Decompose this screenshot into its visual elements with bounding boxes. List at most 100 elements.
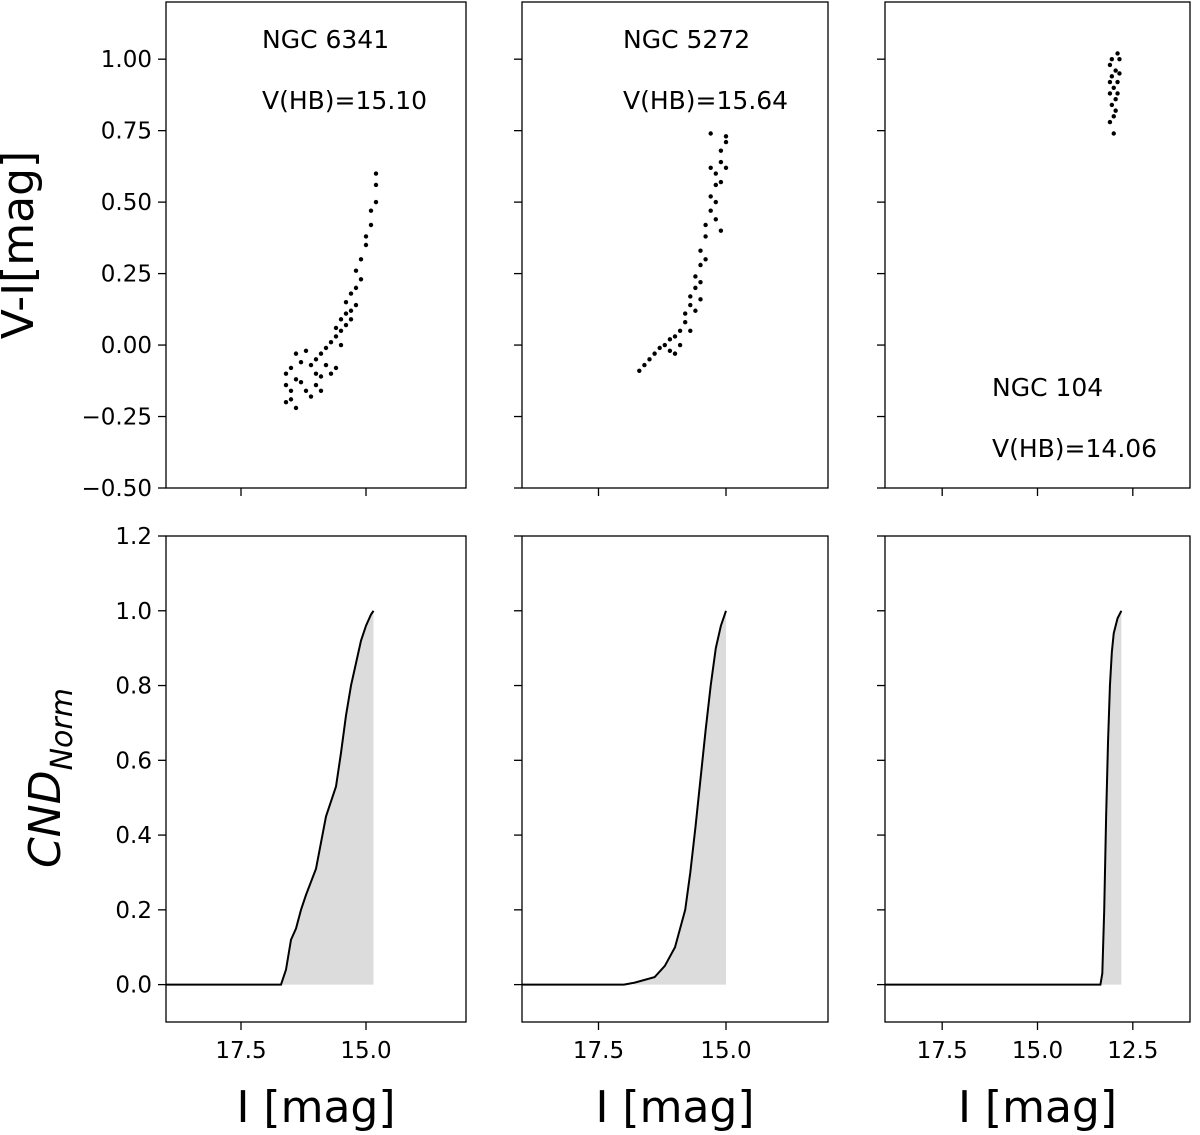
data-point: [1109, 74, 1115, 79]
y-tick-label: −0.25: [82, 405, 152, 431]
data-point: [1107, 91, 1113, 96]
data-point: [343, 299, 349, 305]
y-tick-label: 1.0: [115, 599, 152, 625]
hb-magnitude: V(HB)=15.10: [262, 86, 427, 115]
cnd-ylabel: CNDNorm: [20, 688, 80, 868]
data-point: [723, 165, 729, 171]
data-point: [323, 362, 329, 368]
panel-top-right: NGC 104 V(HB)=14.06: [877, 1, 1191, 496]
x-tick-label: 12.5: [1107, 1038, 1158, 1064]
data-point: [703, 222, 708, 228]
data-point: [642, 362, 647, 368]
data-point: [683, 311, 688, 316]
data-point: [353, 302, 359, 308]
panel-bottom-right: 17.5 15.0 12.5 I [mag]: [877, 535, 1191, 1133]
data-point: [1107, 119, 1113, 125]
data-point: [333, 365, 339, 371]
data-point: [1111, 131, 1116, 136]
data-point: [368, 222, 374, 228]
data-point: [288, 388, 294, 393]
plot-frame: [165, 1, 467, 489]
data-point: [343, 311, 349, 316]
y-tick-label: 1.00: [101, 47, 152, 73]
cnd-curve: [166, 610, 375, 986]
data-point: [283, 400, 289, 405]
data-point: [283, 382, 289, 388]
data-point: [353, 285, 359, 291]
data-point: [1117, 56, 1122, 62]
data-point: [718, 179, 724, 185]
cluster-name: NGC 6341: [262, 25, 389, 54]
data-point: [323, 345, 329, 351]
area-fill: [634, 610, 726, 985]
data-point: [333, 325, 339, 331]
data-point: [293, 377, 299, 382]
data-point: [1115, 91, 1120, 96]
data-point: [303, 388, 309, 393]
data-point: [1107, 62, 1113, 68]
data-point: [318, 351, 324, 356]
data-point: [328, 340, 334, 345]
y-tick-label: 0.6: [115, 748, 152, 774]
data-point: [373, 171, 379, 176]
x-tick-label: 17.5: [215, 1038, 266, 1064]
data-point: [293, 351, 299, 356]
plot-frame: [521, 1, 829, 489]
panel-bottom-middle: 17.5 15.0 I [mag]: [514, 535, 829, 1133]
data-point: [637, 368, 642, 373]
data-point: [667, 337, 673, 342]
data-point: [713, 199, 718, 205]
data-point: [338, 328, 344, 333]
data-point: [1111, 114, 1116, 119]
data-point: [723, 134, 729, 139]
data-point: [1107, 79, 1113, 85]
data-point: [288, 397, 294, 402]
x-tick-label: 17.5: [573, 1038, 624, 1064]
data-point: [647, 357, 652, 362]
data-point: [1113, 68, 1118, 73]
data-point: [363, 242, 369, 248]
y-tick-label: 0.00: [101, 333, 152, 359]
data-point: [708, 208, 713, 213]
data-point: [723, 139, 729, 145]
data-point: [677, 328, 683, 333]
data-point: [703, 234, 708, 239]
y-tick-label: 0.8: [115, 674, 152, 700]
data-point: [318, 374, 324, 379]
data-point: [368, 208, 374, 213]
data-point: [652, 351, 657, 356]
data-point: [688, 294, 693, 299]
data-point: [318, 388, 324, 393]
x-tick-label: 17.5: [917, 1038, 968, 1064]
y-tick-label: 0.25: [101, 262, 152, 288]
data-point: [348, 291, 354, 296]
data-point: [348, 317, 354, 322]
data-point: [693, 285, 698, 291]
data-point: [283, 371, 289, 376]
data-point: [713, 171, 718, 176]
data-point: [1113, 108, 1118, 113]
data-point: [718, 159, 724, 165]
data-point: [693, 308, 698, 313]
data-point: [672, 334, 678, 339]
data-point: [698, 279, 703, 285]
data-point: [713, 182, 718, 188]
data-point: [338, 317, 344, 322]
y-tick-label: 0.0: [115, 973, 152, 999]
x-axis-label: I [mag]: [958, 1082, 1117, 1133]
data-point: [1113, 97, 1118, 102]
cluster-name: NGC 104: [992, 373, 1103, 402]
data-point: [1115, 51, 1120, 56]
data-point: [348, 308, 354, 313]
data-point: [688, 328, 693, 333]
data-point: [683, 319, 688, 325]
plot-frame: [521, 535, 829, 1023]
data-point: [718, 148, 724, 153]
x-tick-label: 15.0: [700, 1038, 751, 1064]
cnd-curve: [522, 610, 727, 986]
data-point: [343, 322, 349, 328]
data-point: [313, 382, 319, 388]
data-point: [662, 342, 667, 348]
data-point: [703, 257, 708, 262]
y-tick-label: 1.2: [115, 524, 152, 550]
